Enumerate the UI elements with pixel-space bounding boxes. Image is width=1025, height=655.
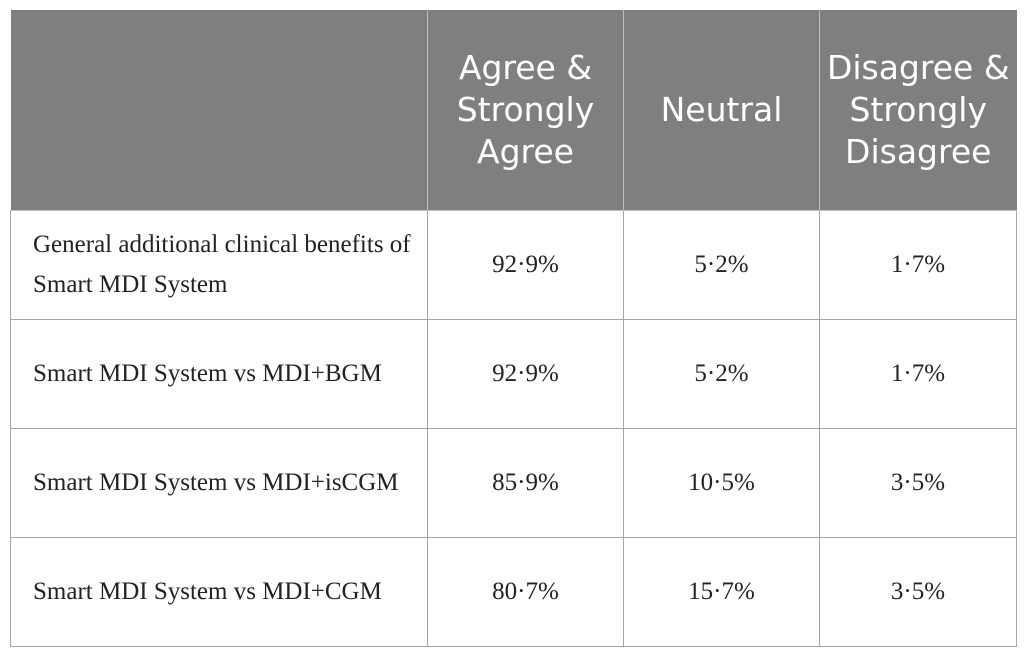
header-empty xyxy=(10,10,428,211)
agree-value: 85·9% xyxy=(427,428,624,538)
row-label: Smart MDI System vs MDI+isCGM xyxy=(10,428,428,538)
table-row: Smart MDI System vs MDI+isCGM 85·9% 10·5… xyxy=(10,428,1017,538)
table-row: General additional clinical benefits of … xyxy=(10,210,1017,320)
agree-value: 92·9% xyxy=(427,319,624,429)
header-disagree: Disagree & Strongly Disagree xyxy=(819,10,1017,211)
survey-results-table: Agree & Strongly Agree Neutral Disagree … xyxy=(10,10,1017,647)
table-row: Smart MDI System vs MDI+BGM 92·9% 5·2% 1… xyxy=(10,319,1017,429)
disagree-value: 1·7% xyxy=(819,210,1017,320)
header-agree: Agree & Strongly Agree xyxy=(427,10,624,211)
table-row: Smart MDI System vs MDI+CGM 80·7% 15·7% … xyxy=(10,537,1017,647)
header-row: Agree & Strongly Agree Neutral Disagree … xyxy=(10,10,1017,211)
disagree-value: 3·5% xyxy=(819,537,1017,647)
neutral-value: 5·2% xyxy=(623,319,820,429)
row-label: Smart MDI System vs MDI+CGM xyxy=(10,537,428,647)
neutral-value: 15·7% xyxy=(623,537,820,647)
header-neutral: Neutral xyxy=(623,10,820,211)
disagree-value: 1·7% xyxy=(819,319,1017,429)
row-label: General additional clinical benefits of … xyxy=(10,210,428,320)
disagree-value: 3·5% xyxy=(819,428,1017,538)
agree-value: 80·7% xyxy=(427,537,624,647)
neutral-value: 10·5% xyxy=(623,428,820,538)
agree-value: 92·9% xyxy=(427,210,624,320)
neutral-value: 5·2% xyxy=(623,210,820,320)
row-label: Smart MDI System vs MDI+BGM xyxy=(10,319,428,429)
